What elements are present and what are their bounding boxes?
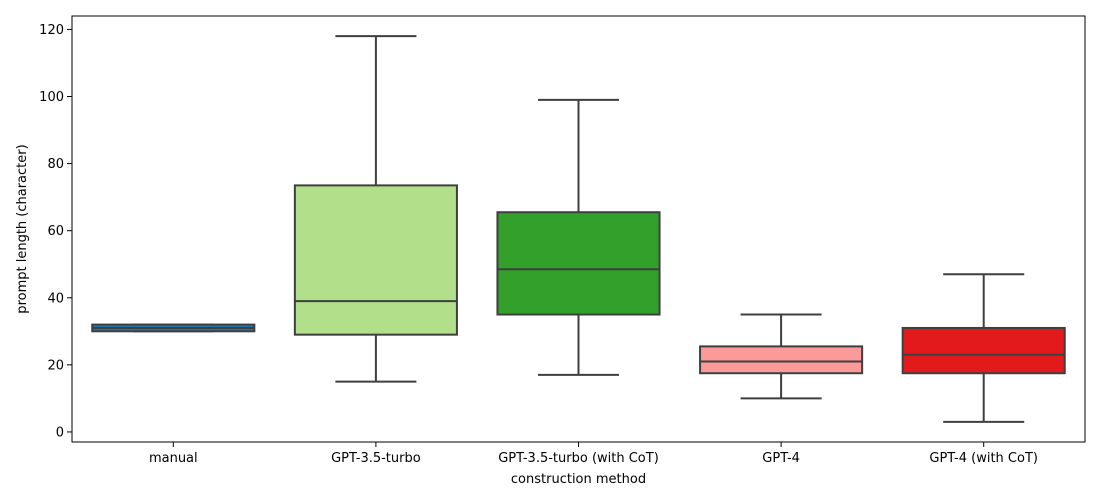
y-tick-label: 120: [39, 23, 64, 38]
x-tick-label: GPT-4: [762, 451, 800, 466]
y-tick-label: 20: [47, 358, 64, 373]
box-iqr: [901, 326, 1066, 375]
box-iqr: [293, 184, 458, 336]
y-tick-label: 60: [47, 224, 64, 239]
y-axis-label: prompt length (character): [15, 144, 30, 313]
y-tick-label: 0: [56, 425, 64, 440]
x-tick-label: GPT-3.5-turbo: [331, 451, 421, 466]
box-group: [496, 98, 661, 376]
x-tick-label: manual: [149, 451, 198, 466]
y-tick-label: 80: [47, 157, 64, 172]
plot-frame: [71, 15, 1086, 443]
box-group: [699, 313, 864, 400]
y-tick-label: 40: [47, 291, 64, 306]
box-iqr: [699, 345, 864, 375]
box-group: [901, 273, 1066, 423]
box-group: [293, 35, 458, 383]
plot-area: 0 20 40 60 80 100 120 manual GPT-3.5-turbo GPT-3.…: [39, 23, 1066, 466]
x-tick-label: GPT-3.5-turbo (with CoT): [498, 451, 659, 466]
x-axis-label: construction method: [511, 472, 646, 487]
box-iqr: [496, 211, 661, 316]
box-group: [91, 323, 256, 333]
x-tick-label: GPT-4 (with CoT): [929, 451, 1038, 466]
y-tick-label: 100: [39, 90, 64, 105]
